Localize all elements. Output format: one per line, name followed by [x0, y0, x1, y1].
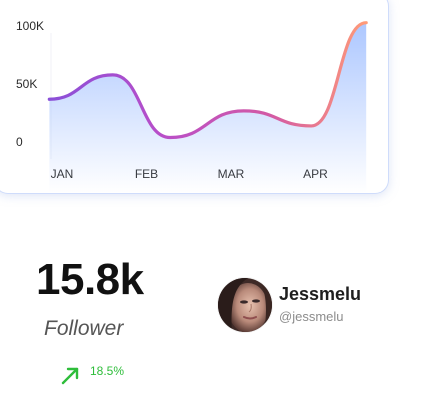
y-tick-label: 50K [16, 77, 37, 91]
profile-card[interactable]: Jessmelu @jessmelu [218, 278, 361, 332]
growth-percentage: 18.5% [90, 364, 125, 378]
profile-handle: @jessmelu [279, 309, 344, 325]
y-tick-label: 0 [16, 135, 23, 149]
profile-name: Jessmelu [279, 284, 362, 305]
avatar[interactable] [218, 278, 272, 332]
follower-label: Follower [44, 317, 124, 340]
avatar-photo [218, 278, 272, 332]
arrow-up-right-icon [61, 367, 79, 385]
series-line [47, 21, 368, 140]
follower-count: 15.8k [36, 255, 144, 304]
series-area [49, 22, 367, 193]
growth-indicator: 18.5% [60, 362, 124, 388]
profile-text: Jessmelu @jessmelu [279, 285, 361, 324]
y-tick-label: 100K [16, 19, 44, 33]
